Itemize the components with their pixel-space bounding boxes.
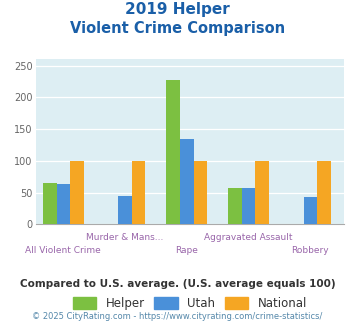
- Bar: [180, 139, 193, 224]
- Bar: [56, 184, 70, 224]
- Bar: [43, 183, 56, 224]
- Bar: [118, 196, 132, 224]
- Bar: [255, 161, 269, 224]
- Text: © 2025 CityRating.com - https://www.cityrating.com/crime-statistics/: © 2025 CityRating.com - https://www.city…: [32, 312, 323, 321]
- Bar: [304, 197, 317, 224]
- Text: Violent Crime Comparison: Violent Crime Comparison: [70, 21, 285, 36]
- Text: Rape: Rape: [175, 246, 198, 255]
- Bar: [166, 80, 180, 224]
- Text: Aggravated Assault: Aggravated Assault: [204, 234, 293, 243]
- Bar: [317, 161, 331, 224]
- Text: Murder & Mans...: Murder & Mans...: [86, 234, 164, 243]
- Text: Compared to U.S. average. (U.S. average equals 100): Compared to U.S. average. (U.S. average …: [20, 279, 335, 289]
- Bar: [193, 161, 207, 224]
- Bar: [228, 187, 242, 224]
- Text: Robbery: Robbery: [291, 246, 329, 255]
- Bar: [242, 187, 255, 224]
- Legend: Helper, Utah, National: Helper, Utah, National: [69, 293, 311, 313]
- Text: All Violent Crime: All Violent Crime: [26, 246, 101, 255]
- Bar: [70, 161, 84, 224]
- Bar: [132, 161, 146, 224]
- Text: 2019 Helper: 2019 Helper: [125, 2, 230, 16]
